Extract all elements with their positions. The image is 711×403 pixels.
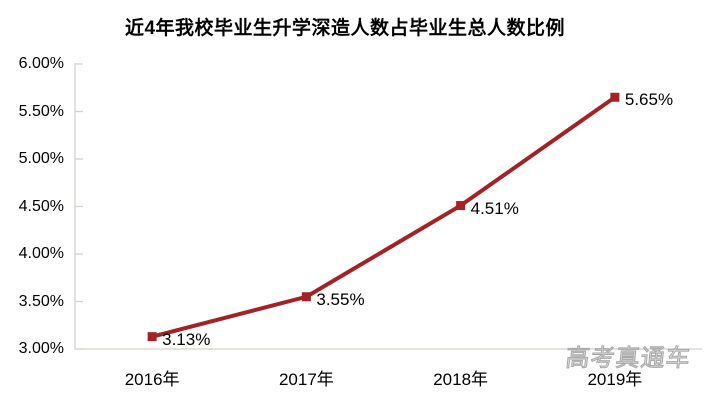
y-tick-label: 4.50% xyxy=(18,197,64,215)
x-tick-label: 2017年 xyxy=(278,370,334,389)
y-tick-label: 3.00% xyxy=(18,340,64,357)
y-tick-label: 3.50% xyxy=(18,292,64,310)
data-point-marker xyxy=(610,92,620,102)
data-label: 3.55% xyxy=(316,289,365,309)
data-label: 5.65% xyxy=(624,90,674,110)
series-line xyxy=(151,95,617,339)
chart-title: 近4年我校毕业生升学深造人数占毕业生总人数比例 xyxy=(124,18,566,39)
data-label: 3.13% xyxy=(162,329,211,349)
x-tick-label: 2018年 xyxy=(433,370,489,389)
data-point-marker xyxy=(147,332,157,342)
x-tick-label: 2019年 xyxy=(587,370,643,389)
watermark: 高考真通车 xyxy=(564,345,693,373)
y-tick-label: 5.00% xyxy=(18,150,64,167)
data-label: 4.51% xyxy=(470,198,519,218)
y-tick-label: 5.50% xyxy=(18,102,64,120)
data-point-marker xyxy=(301,292,311,302)
axis-lines xyxy=(74,63,702,350)
data-point-marker xyxy=(456,201,466,211)
y-tick-label: 4.00% xyxy=(18,245,64,262)
x-tick-label: 2016年 xyxy=(124,370,180,389)
y-tick-label: 6.00% xyxy=(18,55,64,72)
